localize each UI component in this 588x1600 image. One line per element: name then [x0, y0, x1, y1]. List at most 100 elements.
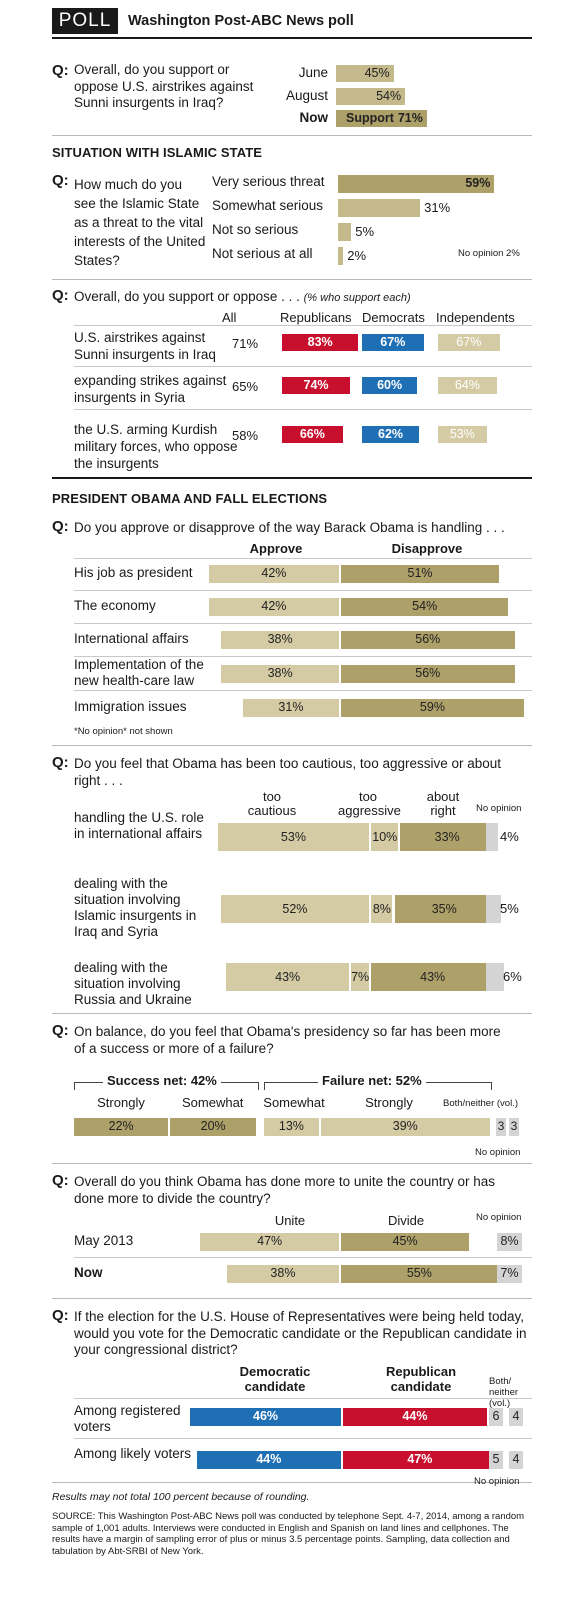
q3-column-header: Independents: [436, 310, 515, 325]
q5-value-label: 6%: [503, 969, 522, 984]
q3-column-header: All: [222, 310, 237, 325]
q7-bar-unite: 47%: [200, 1233, 339, 1251]
q2-note: No opinion 2%: [458, 248, 520, 259]
q4-row-label: The economy: [74, 598, 156, 613]
q1-bar: 54%: [336, 88, 406, 105]
q3-question: Overall, do you support or oppose . . .: [74, 289, 300, 304]
q2-bar: [338, 223, 352, 241]
divider: [52, 1163, 532, 1164]
q7-bar-divide: 55%: [341, 1265, 498, 1283]
row-divider: [74, 1438, 532, 1439]
q5-bar: 52%: [220, 895, 370, 923]
q4-bar-disapprove: 54%: [341, 598, 509, 616]
q4-row-label: Immigration issues: [74, 699, 187, 714]
q8-bar-rep: 47%: [343, 1451, 497, 1469]
q3-marker: Q:: [52, 287, 69, 304]
q5-row-label: handling the U.S. role in international …: [74, 810, 204, 841]
q1-category-label: August: [285, 88, 328, 103]
q6-bar: 20%: [170, 1118, 256, 1136]
row-divider: [74, 690, 532, 691]
q2-value-label: 5%: [355, 224, 375, 239]
q8-bar-both: 6: [489, 1408, 503, 1426]
failure-net-label: Failure net: 52%: [318, 1073, 426, 1088]
q4-row-label: His job as president: [74, 565, 193, 580]
q5-header-no-opinion: No opinion: [476, 803, 522, 814]
q8-row-label: Among registered voters: [74, 1403, 181, 1434]
q7-bar-no-opinion: 7%: [497, 1265, 522, 1283]
q8-header-no-opinion: No opinion: [474, 1476, 520, 1487]
poll-header: POLL Washington Post-ABC News poll: [14, 8, 574, 38]
q1-category-label: June: [298, 65, 328, 80]
divider: [52, 1482, 532, 1483]
q8-bar-dem: 46%: [190, 1408, 341, 1426]
q6-series-header: Strongly: [97, 1095, 145, 1110]
q1-support-label: Support: [346, 111, 394, 125]
q7-header-no-opinion: No opinion: [476, 1212, 522, 1223]
q2-value-label: 2%: [347, 248, 367, 263]
q7-marker: Q:: [52, 1172, 69, 1189]
q2-text: How much do you see the Islamic State as…: [74, 177, 206, 268]
q4-row-label: International affairs: [74, 631, 189, 646]
q5-row-label: dealing with the situation involving Isl…: [74, 876, 197, 939]
q5-value-label: 4%: [500, 829, 519, 844]
q3-all-value: 71%: [232, 336, 259, 351]
q8-header-dem: Democratic candidate: [239, 1364, 311, 1394]
q6-series-header: Strongly: [365, 1095, 413, 1110]
q4-row-label: Implementation of the new health-care la…: [74, 657, 204, 688]
footer-rounding: Results may not total 100 percent becaus…: [52, 1491, 310, 1503]
row-divider: [74, 366, 532, 367]
q8-bar-no-opinion: 4: [509, 1451, 523, 1469]
q4-marker: Q:: [52, 518, 69, 535]
q2-category-label: Very serious threat: [212, 174, 325, 189]
q3-row-label: the U.S. arming Kurdish military forces,…: [74, 422, 238, 471]
q1-value-label: 54%: [376, 89, 402, 103]
q4-bar-disapprove: 56%: [341, 631, 515, 649]
q6-text: On balance, do you feel that Obama's pre…: [74, 1024, 501, 1056]
q1-value-label: 45%: [364, 66, 390, 80]
q1-marker: Q:: [52, 62, 69, 79]
q7-row-label: May 2013: [74, 1233, 134, 1248]
footer-source: SOURCE: This Washington Post-ABC News po…: [52, 1511, 525, 1557]
q5-header-about-right: about right: [426, 789, 460, 818]
q4-bar-approve: 38%: [221, 665, 339, 683]
q2-bar: [338, 247, 344, 265]
q3-bar: 74%: [282, 377, 351, 394]
q3-text: Overall, do you support or oppose . . . …: [74, 289, 411, 307]
row-divider: [74, 656, 532, 657]
q4-bar-approve: 42%: [208, 565, 339, 583]
q5-bar: 33%: [400, 823, 494, 851]
q4-bar-approve: 31%: [242, 699, 339, 717]
q8-header-both: Both/ neither (vol.): [489, 1376, 519, 1409]
q7-text: Overall do you think Obama has done more…: [74, 1174, 495, 1206]
row-divider: [74, 409, 532, 410]
q5-header-cautious: too cautious: [247, 789, 297, 818]
row-divider: [74, 590, 532, 591]
q8-header-rep: Republican candidate: [385, 1364, 457, 1394]
q5-bar: 43%: [226, 963, 349, 991]
row-divider: [74, 1398, 532, 1399]
q8-text: If the election for the U.S. House of Re…: [74, 1309, 527, 1357]
header-title: Washington Post-ABC News poll: [128, 13, 354, 29]
q2-marker: Q:: [52, 172, 69, 189]
q2-category-label: Somewhat serious: [212, 198, 324, 213]
q3-bar: 60%: [362, 377, 418, 394]
divider: [52, 1013, 532, 1014]
q6-bar: 22%: [74, 1118, 169, 1136]
q5-bar: 8%: [371, 895, 393, 923]
q4-top-rule: [74, 558, 532, 559]
q6-series-header: Somewhat: [263, 1095, 325, 1110]
q7-bar-divide: 45%: [341, 1233, 470, 1251]
q1-value-label: 71%: [397, 111, 423, 125]
q3-row-label: U.S. airstrikes against Sunni insurgents…: [74, 330, 216, 362]
q7-row-label: Now: [74, 1265, 103, 1280]
success-net-label: Success net: 42%: [103, 1073, 221, 1088]
q1-text: Overall, do you support or oppose U.S. a…: [74, 62, 254, 110]
header-rule: [52, 37, 532, 39]
q4-header-approve: Approve: [249, 541, 303, 556]
q6-marker: Q:: [52, 1022, 69, 1039]
q3-row-label: expanding strikes against insurgents in …: [74, 373, 227, 405]
q5-marker: Q:: [52, 754, 69, 771]
q6-bar: 13%: [263, 1118, 319, 1136]
q4-header-disapprove: Disapprove: [391, 541, 463, 556]
section-islamic-state: SITUATION WITH ISLAMIC STATE: [52, 145, 263, 160]
